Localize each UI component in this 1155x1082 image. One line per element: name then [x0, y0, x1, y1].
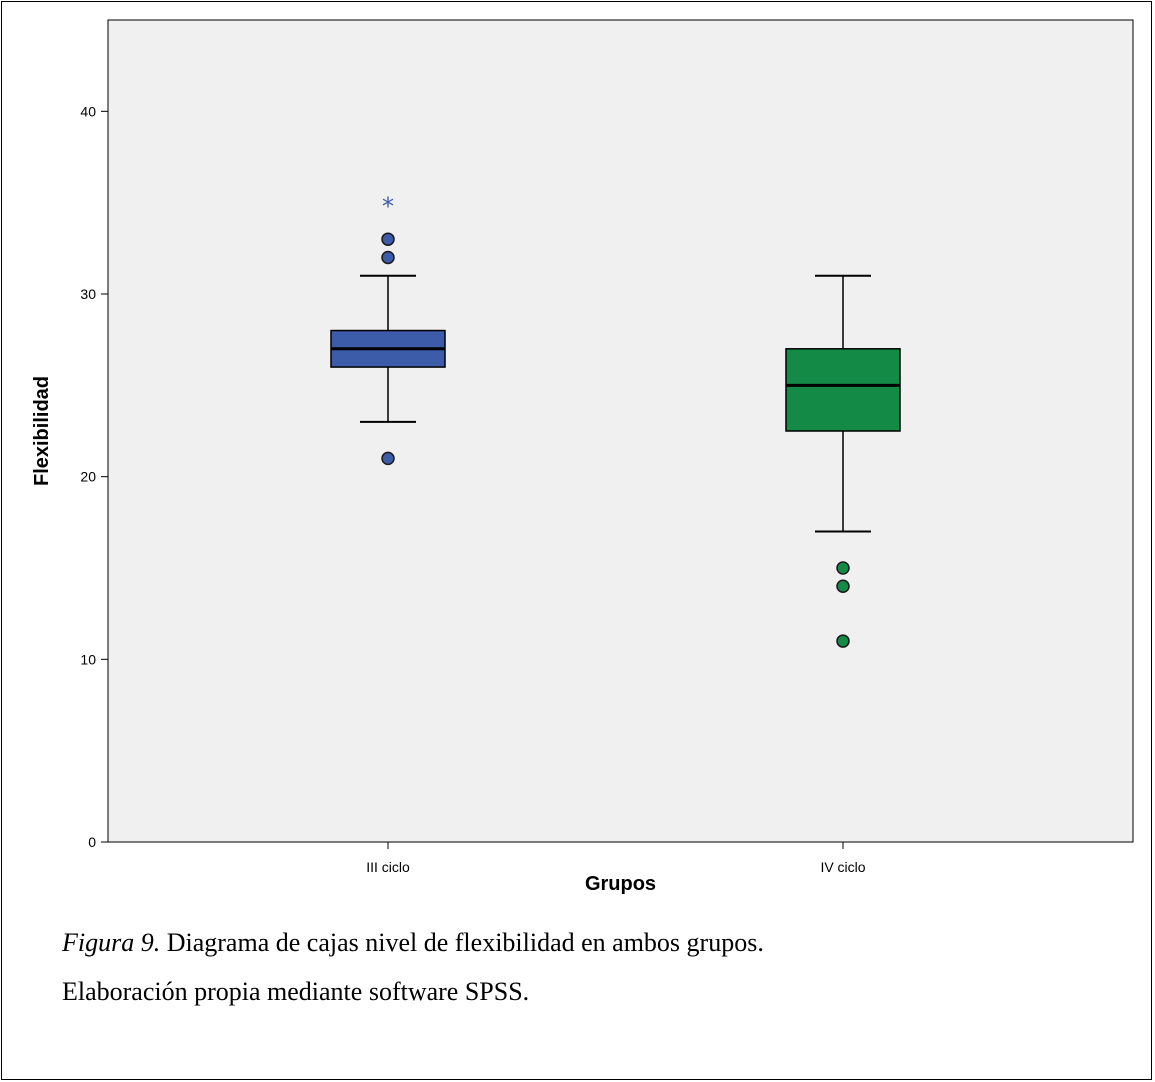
y-tick-label: 10 — [80, 651, 96, 667]
outlier-point — [381, 451, 395, 466]
caption-text: Diagrama de cajas nivel de flexibilidad … — [160, 928, 764, 957]
box-group: * — [330, 193, 446, 466]
outlier-point — [836, 579, 850, 594]
box-group — [785, 274, 901, 648]
outlier-point — [836, 634, 850, 648]
y-tick-label: 30 — [80, 286, 96, 302]
x-tick-label: IV ciclo — [820, 859, 865, 875]
outlier-point — [836, 561, 850, 575]
y-tick-label: 40 — [80, 103, 96, 119]
x-tick-label: III ciclo — [366, 859, 410, 875]
axes: 0 10 20 30 40 III ciclo IV ciclo — [80, 103, 865, 875]
x-axis-title: Grupos — [585, 873, 656, 895]
iqr-box — [785, 348, 901, 432]
outlier-point — [381, 232, 395, 246]
figure-label: Figura 9. — [62, 928, 161, 957]
boxplot-chart: 0 10 20 30 40 III ciclo IV ciclo * Grupos Flex… — [31, 19, 1134, 895]
y-tick-label: 0 — [88, 834, 96, 850]
caption-source: Elaboración propia mediante software SPS… — [62, 977, 530, 1006]
figure-caption: Figura 9. Diagrama de cajas nivel de fle… — [62, 928, 764, 958]
chart-marks: * — [330, 193, 901, 648]
extreme-point: * — [382, 193, 394, 221]
outlier-point — [381, 250, 395, 265]
plot-area — [107, 19, 1134, 843]
y-axis-title: Flexibilidad — [31, 376, 53, 486]
y-tick-label: 20 — [80, 469, 96, 485]
